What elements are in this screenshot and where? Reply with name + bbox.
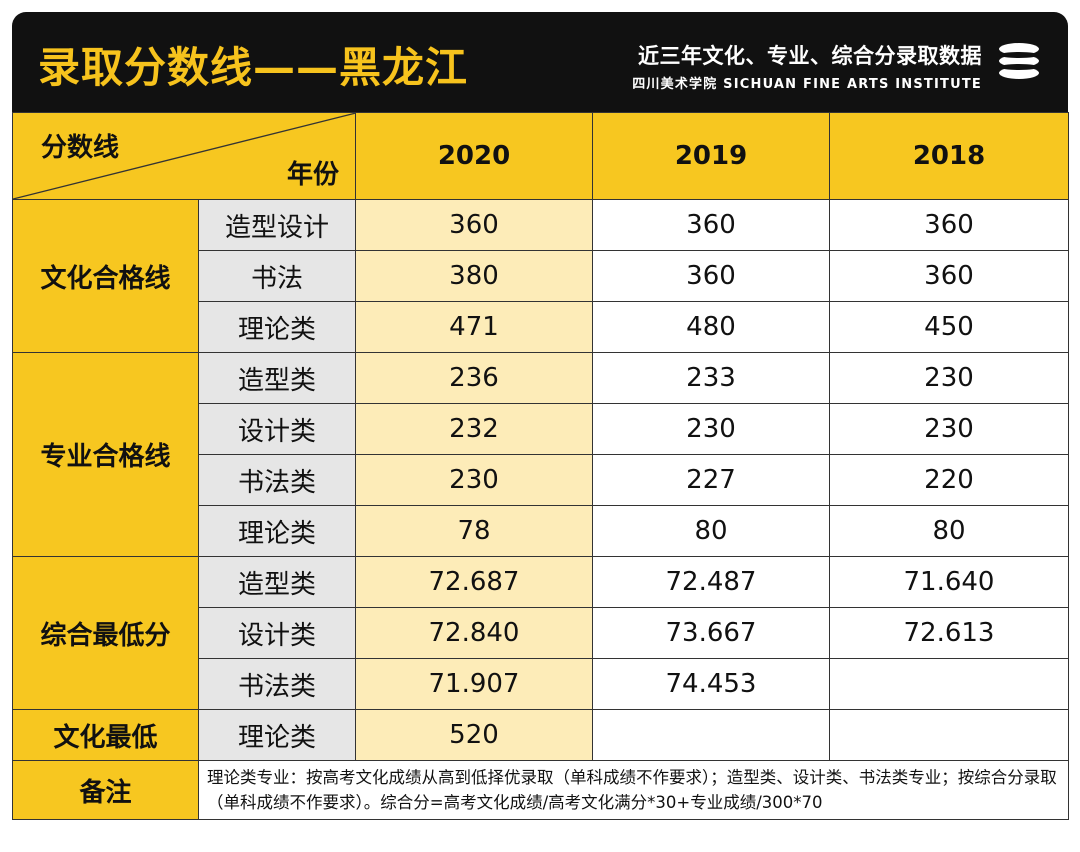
table-row: 理论类 78 80 80 xyxy=(13,505,1069,557)
value-cell-2018: 220 xyxy=(829,454,1069,506)
value-cell-2019: 72.487 xyxy=(592,556,830,608)
score-sheet: 录取分数线——黑龙江 近三年文化、专业、综合分录取数据 四川美术学院 SICHU… xyxy=(12,12,1069,842)
value-cell-2020: 236 xyxy=(355,352,593,404)
value-cell-2020: 71.907 xyxy=(355,658,593,710)
category-cell: 造型类 xyxy=(198,556,356,608)
category-cell: 设计类 xyxy=(198,403,356,455)
value-cell-2019: 480 xyxy=(592,301,830,353)
table-row: 文化合格线 造型设计 360 360 360 xyxy=(12,199,1069,353)
header-banner: 录取分数线——黑龙江 近三年文化、专业、综合分录取数据 四川美术学院 SICHU… xyxy=(12,12,1068,112)
stacked-discs-logo-icon xyxy=(999,43,1039,79)
category-cell: 理论类 xyxy=(198,505,356,557)
group-label: 专业合格线 xyxy=(12,352,199,557)
year-header-2018: 2018 xyxy=(829,112,1069,200)
table-row: 专业合格线 造型类 236 233 230 xyxy=(12,352,1069,557)
value-cell-2020: 78 xyxy=(355,505,593,557)
value-cell-2018: 230 xyxy=(829,352,1069,404)
value-cell-2018 xyxy=(829,658,1069,710)
note-text: 理论类专业：按高考文化成绩从高到低择优录取（单科成绩不作要求）；造型类、设计类、… xyxy=(198,760,1069,820)
corner-diagonal xyxy=(13,113,356,199)
year-header-2019: 2019 xyxy=(592,112,830,200)
category-cell: 造型设计 xyxy=(198,199,356,251)
value-cell-2018: 230 xyxy=(829,403,1069,455)
note-row: 备注 理论类专业：按高考文化成绩从高到低择优录取（单科成绩不作要求）；造型类、设计… xyxy=(12,760,1069,820)
value-cell-2019 xyxy=(592,709,830,761)
score-table: 分数线 年份 2020 2019 2018 文化合格线 造型设计 360 360 360… xyxy=(12,112,1069,820)
value-cell-2020: 232 xyxy=(355,403,593,455)
value-cell-2018 xyxy=(829,709,1069,761)
value-cell-2020: 471 xyxy=(355,301,593,353)
value-cell-2020: 72.687 xyxy=(355,556,593,608)
institute-name: 四川美术学院 SICHUAN FINE ARTS INSTITUTE xyxy=(632,77,982,92)
banner-subtitle-block: 近三年文化、专业、综合分录取数据 四川美术学院 SICHUAN FINE ART… xyxy=(632,40,982,92)
value-cell-2018: 80 xyxy=(829,505,1069,557)
value-cell-2020: 360 xyxy=(355,199,593,251)
group-label: 文化最低 xyxy=(12,709,199,761)
corner-header-cell: 分数线 年份 xyxy=(12,112,356,200)
value-cell-2018: 72.613 xyxy=(829,607,1069,659)
category-cell: 理论类 xyxy=(198,709,356,761)
value-cell-2019: 73.667 xyxy=(592,607,830,659)
value-cell-2018: 360 xyxy=(829,199,1069,251)
note-label: 备注 xyxy=(12,760,199,820)
value-cell-2019: 227 xyxy=(592,454,830,506)
table-row: 理论类 471 480 450 xyxy=(13,301,1069,353)
value-cell-2019: 233 xyxy=(592,352,830,404)
category-cell: 书法类 xyxy=(198,658,356,710)
table-row: 设计类 72.840 73.667 72.613 xyxy=(13,607,1069,659)
table-row: 书法类 230 227 220 xyxy=(13,454,1069,506)
category-cell: 书法类 xyxy=(198,454,356,506)
value-cell-2020: 230 xyxy=(355,454,593,506)
corner-label-score: 分数线 xyxy=(41,133,120,163)
value-cell-2020: 72.840 xyxy=(355,607,593,659)
value-cell-2019: 360 xyxy=(592,199,830,251)
table-row: 文化最低 理论类 520 xyxy=(12,709,1069,761)
value-cell-2019: 74.453 xyxy=(592,658,830,710)
value-cell-2018: 450 xyxy=(829,301,1069,353)
table-row: 书法 380 360 360 xyxy=(13,250,1069,302)
table-row: 设计类 232 230 230 xyxy=(13,403,1069,455)
table-row: 综合最低分 造型类 72.687 72.487 71.640 xyxy=(12,556,1069,710)
value-cell-2019: 230 xyxy=(592,403,830,455)
value-cell-2020: 380 xyxy=(355,250,593,302)
header-row: 分数线 年份 2020 2019 2018 xyxy=(12,112,1069,200)
value-cell-2019: 360 xyxy=(592,250,830,302)
group-label: 综合最低分 xyxy=(12,556,199,710)
category-cell: 设计类 xyxy=(198,607,356,659)
banner-subtitle: 近三年文化、专业、综合分录取数据 xyxy=(638,44,982,68)
corner-label-year: 年份 xyxy=(286,160,339,190)
year-header-2020: 2020 xyxy=(355,112,593,200)
category-cell: 理论类 xyxy=(198,301,356,353)
category-cell: 书法 xyxy=(198,250,356,302)
category-cell: 造型类 xyxy=(198,352,356,404)
value-cell-2018: 360 xyxy=(829,250,1069,302)
value-cell-2020: 520 xyxy=(355,709,593,761)
value-cell-2019: 80 xyxy=(592,505,830,557)
group-label: 文化合格线 xyxy=(12,199,199,353)
value-cell-2018: 71.640 xyxy=(829,556,1069,608)
table-row: 书法类 71.907 74.453 xyxy=(13,658,1069,710)
page-title: 录取分数线——黑龙江 xyxy=(38,43,469,92)
